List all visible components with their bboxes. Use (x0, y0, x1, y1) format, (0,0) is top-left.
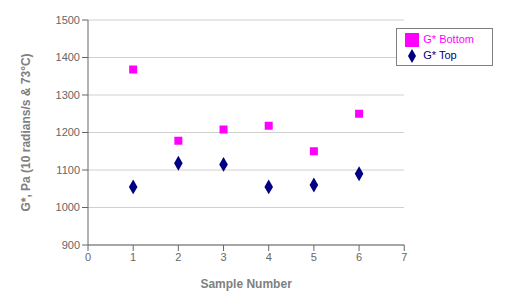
svg-text:2: 2 (175, 251, 181, 263)
svg-text:1500: 1500 (56, 14, 80, 26)
svg-text:5: 5 (311, 251, 317, 263)
svg-text:7: 7 (401, 251, 407, 263)
svg-text:Sample Number: Sample Number (200, 277, 292, 291)
svg-text:1200: 1200 (56, 126, 80, 138)
svg-text:6: 6 (356, 251, 362, 263)
html-text:G* Bottom: G* Bottom (423, 33, 474, 45)
html-text:G* Top: G* Top (423, 49, 457, 62)
svg-text:1: 1 (130, 251, 136, 263)
svg-text:900: 900 (62, 239, 80, 251)
svg-text:G*, Pa (10 radians/s & 73°C): G*, Pa (10 radians/s & 73°C) (19, 53, 33, 211)
svg-text:1300: 1300 (56, 89, 80, 101)
svg-text:1100: 1100 (56, 164, 80, 176)
svg-text:0: 0 (85, 251, 91, 263)
svg-text:3: 3 (220, 251, 226, 263)
svg-text:4: 4 (266, 251, 272, 263)
svg-text:1000: 1000 (56, 201, 80, 213)
svg-text:1400: 1400 (56, 51, 80, 63)
